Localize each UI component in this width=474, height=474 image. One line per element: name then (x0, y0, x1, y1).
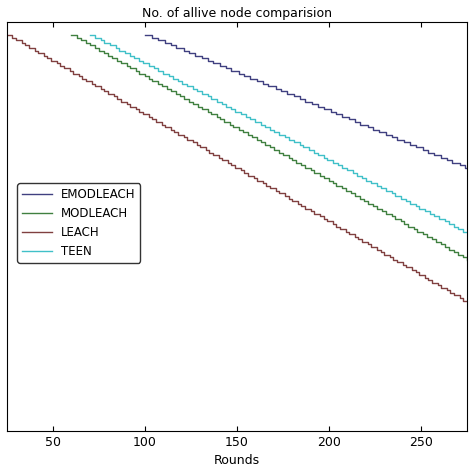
Line: TEEN: TEEN (90, 35, 467, 232)
TEEN (464, 229, 470, 235)
EMODLEACH (271, 83, 277, 89)
LEACH (138, 109, 144, 115)
MODLEACH (82, 37, 87, 43)
LEACH (118, 99, 124, 104)
LEACH (461, 298, 466, 303)
TEEN (87, 32, 92, 38)
TEEN (461, 229, 466, 235)
EMODLEACH (431, 150, 437, 155)
Line: EMODLEACH: EMODLEACH (145, 35, 467, 168)
LEACH (385, 252, 391, 257)
EMODLEACH (462, 165, 468, 171)
Line: LEACH: LEACH (7, 35, 467, 301)
MODLEACH (69, 32, 74, 38)
EMODLEACH (306, 99, 311, 104)
TEEN (179, 81, 185, 87)
TEEN (181, 81, 186, 87)
LEACH (172, 129, 177, 135)
EMODLEACH (142, 32, 148, 38)
MODLEACH (435, 239, 440, 245)
EMODLEACH (295, 94, 301, 100)
MODLEACH (85, 40, 91, 46)
TEEN (372, 181, 378, 186)
TEEN (242, 111, 247, 117)
EMODLEACH (464, 165, 470, 171)
TEEN (190, 83, 196, 89)
MODLEACH (405, 224, 411, 229)
Title: No. of allive node comparision: No. of allive node comparision (142, 7, 332, 20)
Legend: EMODLEACH, MODLEACH, LEACH, TEEN: EMODLEACH, MODLEACH, LEACH, TEEN (18, 183, 140, 263)
EMODLEACH (415, 145, 420, 150)
Line: MODLEACH: MODLEACH (72, 35, 467, 260)
LEACH (464, 298, 470, 303)
LEACH (4, 32, 10, 38)
MODLEACH (464, 257, 470, 263)
MODLEACH (440, 242, 446, 247)
LEACH (306, 206, 311, 211)
X-axis label: Rounds: Rounds (214, 454, 260, 467)
EMODLEACH (293, 94, 299, 100)
MODLEACH (207, 109, 212, 115)
LEACH (301, 203, 306, 209)
TEEN (100, 37, 106, 43)
